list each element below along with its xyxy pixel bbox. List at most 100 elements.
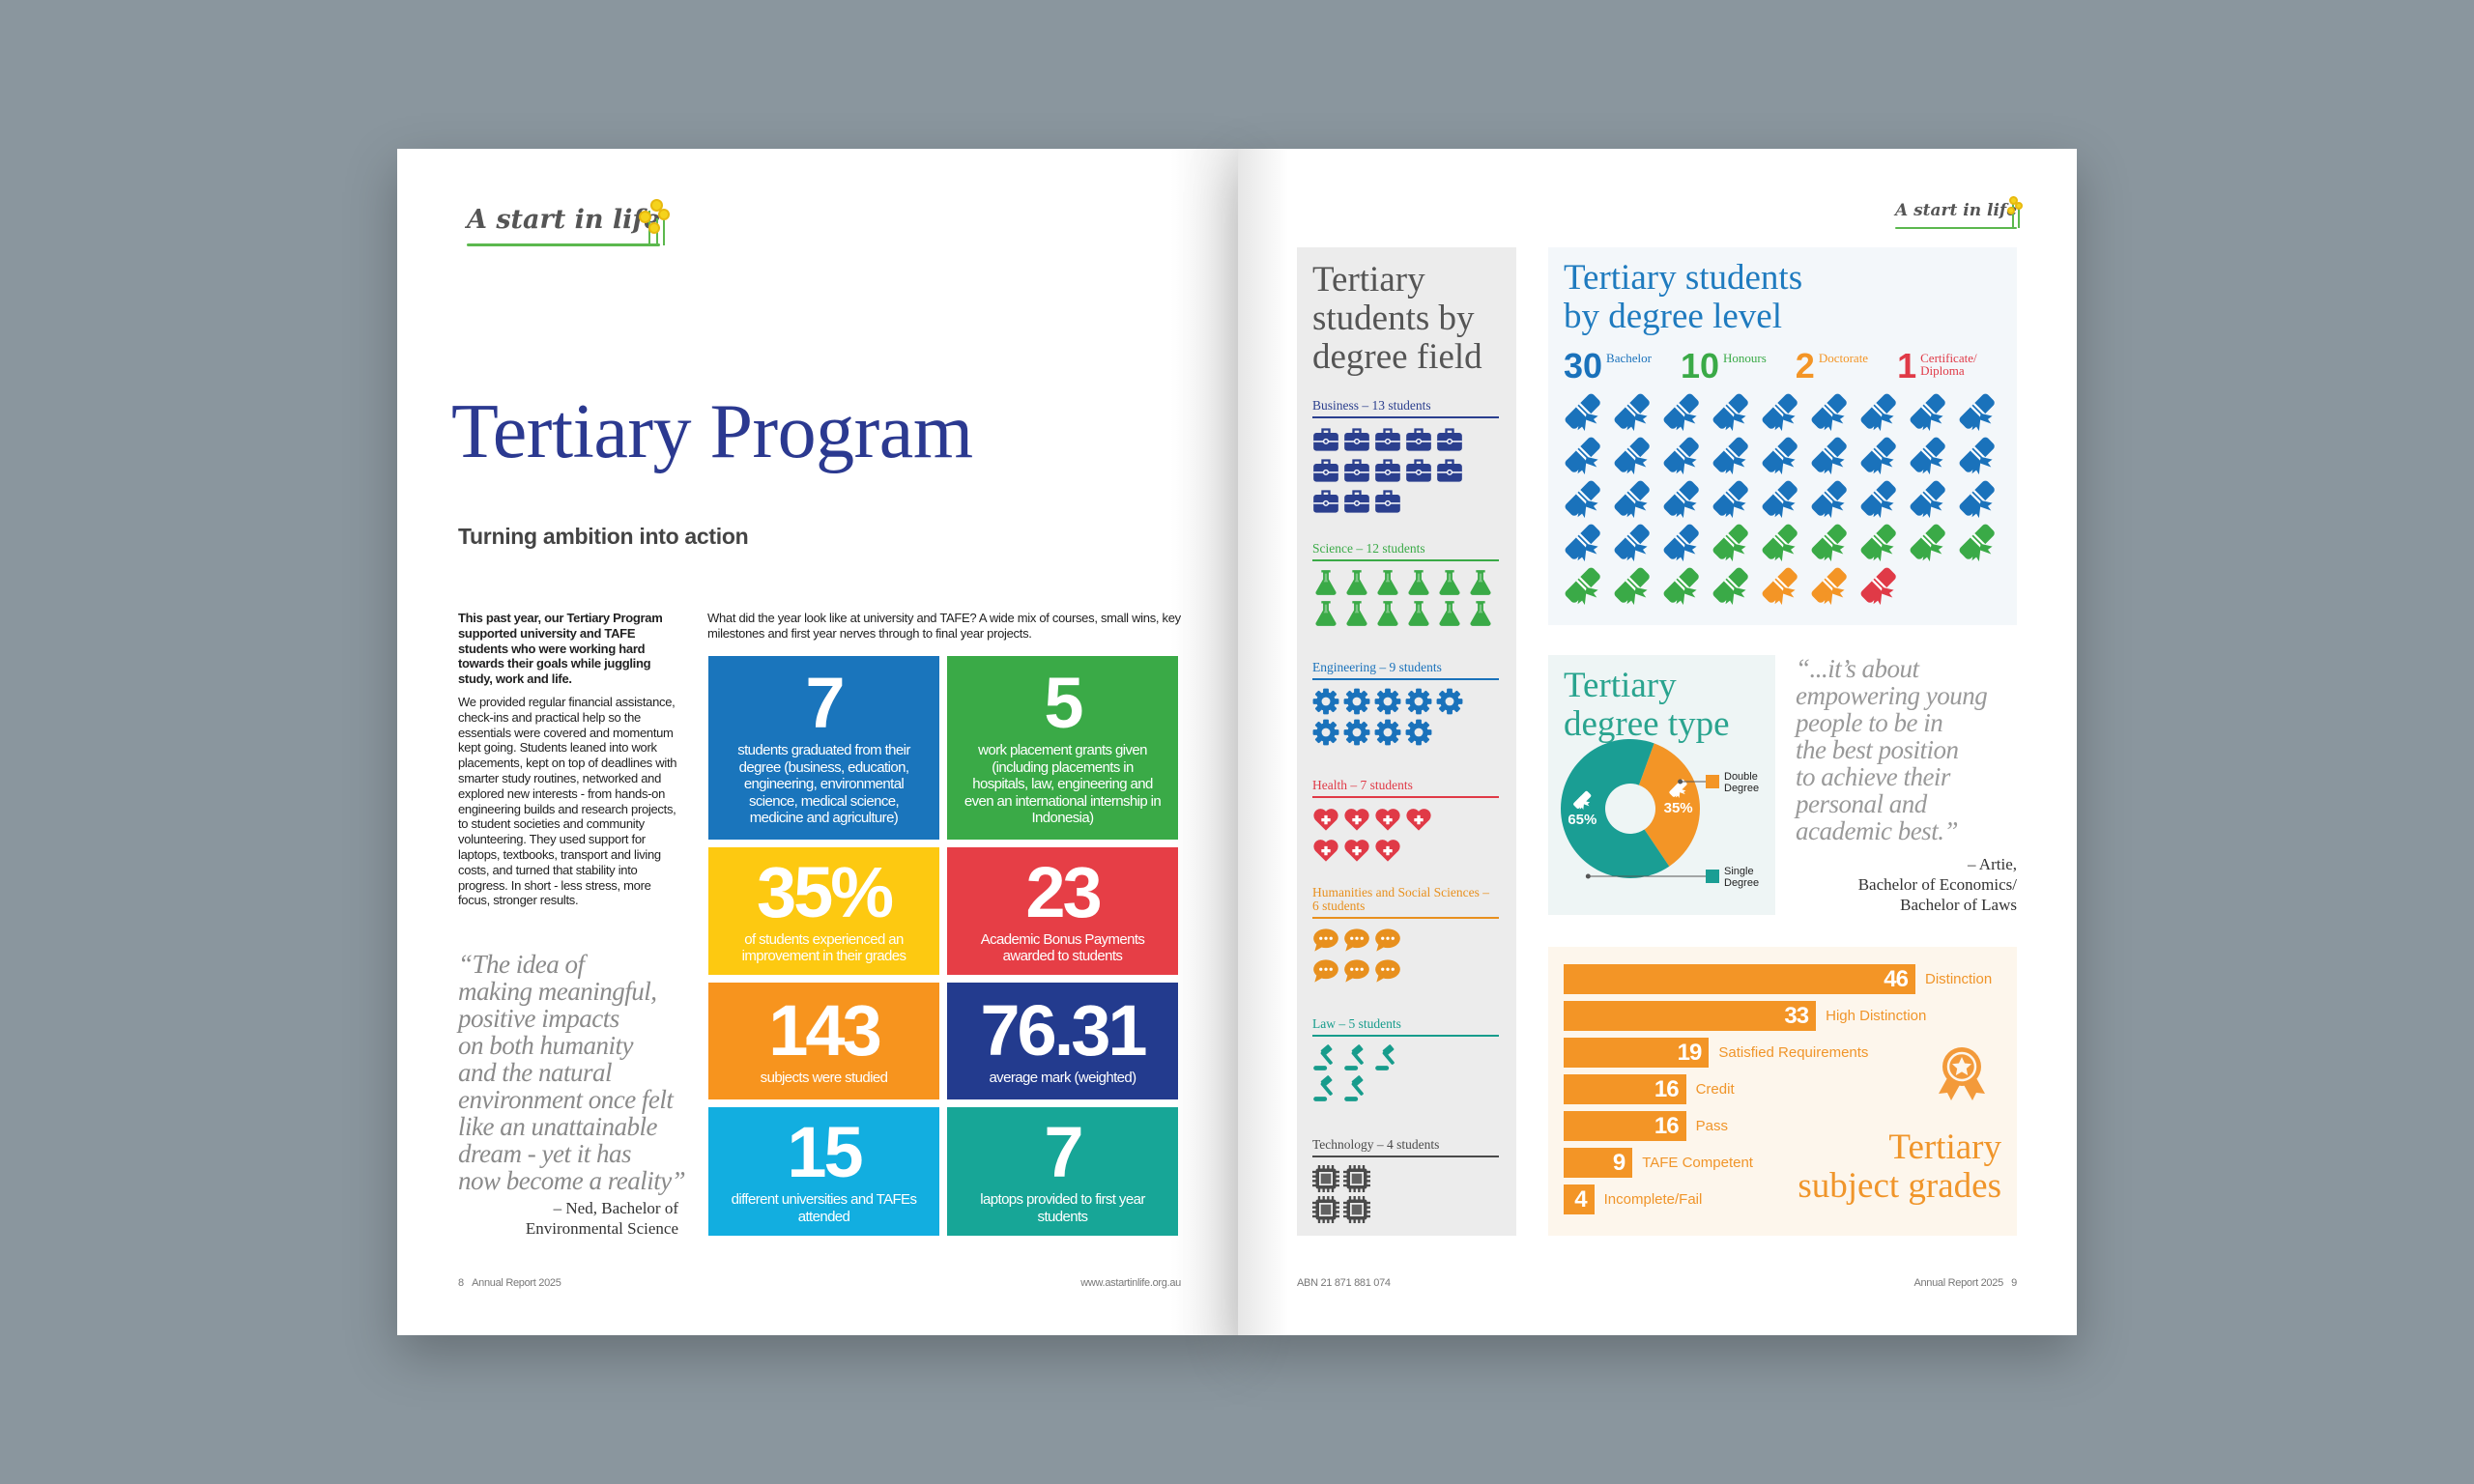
flower-icon xyxy=(650,199,663,212)
stat-value: 35% xyxy=(756,851,894,932)
stat-label: Academic Bonus Payments awarded to stude… xyxy=(980,930,1145,965)
diploma-icon xyxy=(1759,521,1801,563)
gear-icon xyxy=(1374,688,1401,715)
degree-type-panel: Tertiary degree type 35% Double Degree 65% S… xyxy=(1548,655,1775,915)
degree-field-title: Tertiary students by degree field xyxy=(1312,260,1482,377)
field-icons xyxy=(1312,426,1467,515)
page-title: Tertiary Program xyxy=(451,389,973,474)
grade-bar: 16 xyxy=(1564,1074,1686,1104)
heart-icon xyxy=(1312,837,1339,864)
flask-icon xyxy=(1405,600,1432,627)
degree-field-panel: Tertiary students by degree field Busine… xyxy=(1297,247,1516,1236)
degree-field-label: Science – 12 students xyxy=(1312,542,1499,561)
diploma-icon xyxy=(1907,477,1949,520)
heart-icon xyxy=(1374,806,1401,833)
bubble-icon xyxy=(1343,927,1370,954)
flower-icon xyxy=(648,222,660,234)
heart-icon xyxy=(1405,806,1432,833)
stat-tile: 15 different universities and TAFEs atten… xyxy=(708,1107,939,1236)
diploma-icon xyxy=(1956,390,1999,433)
grade-row: 16 Credit xyxy=(1564,1074,1992,1104)
briefcase-icon xyxy=(1436,457,1463,484)
diploma-icon xyxy=(1808,477,1851,520)
field-icons xyxy=(1312,688,1467,746)
grade-bar: 9 xyxy=(1564,1148,1633,1178)
diploma-icon xyxy=(1660,521,1703,563)
grade-row: 9 TAFE Competent xyxy=(1564,1148,1992,1178)
degree-field-briefcase: Business – 13 students xyxy=(1312,399,1499,515)
grade-label: TAFE Competent xyxy=(1642,1155,1753,1171)
right-page: A start in life Tertiary students by deg… xyxy=(1238,149,2077,1335)
diploma-icon xyxy=(1611,521,1654,563)
diploma-icon xyxy=(1857,564,1900,607)
degree-field-gavel: Law – 5 students xyxy=(1312,1017,1499,1102)
stat-tile: 76.31 average mark (weighted) xyxy=(947,983,1178,1099)
gear-icon xyxy=(1374,719,1401,746)
degree-field-label: Law – 5 students xyxy=(1312,1017,1499,1037)
gear-icon xyxy=(1405,688,1432,715)
logo-text: A start in life xyxy=(1895,201,2018,220)
stat-tile: 7 laptops provided to first year students xyxy=(947,1107,1178,1236)
briefcase-icon xyxy=(1312,488,1339,515)
flask-icon xyxy=(1374,569,1401,596)
briefcase-icon xyxy=(1343,457,1370,484)
flask-icon xyxy=(1436,600,1463,627)
diploma-icon xyxy=(1562,477,1604,520)
degree-field-label: Business – 13 students xyxy=(1312,399,1499,418)
logo-grass xyxy=(467,243,661,246)
degree-field-heart: Health – 7 students xyxy=(1312,779,1499,864)
right-pull-quote: “...it’s about empowering young people t… xyxy=(1796,654,1988,845)
field-icons xyxy=(1312,927,1405,985)
diploma-icon xyxy=(1956,434,1999,476)
footer-report: Annual Report 2025 xyxy=(1913,1277,2003,1289)
field-icons xyxy=(1312,1165,1374,1223)
diploma-icon xyxy=(1710,477,1752,520)
heart-icon xyxy=(1343,806,1370,833)
footer-abn: ABN 21 871 881 074 xyxy=(1297,1277,1391,1289)
degree-level-title: Tertiary students by degree level xyxy=(1564,258,1803,336)
stat-value: 7 xyxy=(1044,1112,1083,1192)
legend-label: Degree xyxy=(1724,783,1759,794)
diploma-icon xyxy=(1562,434,1604,476)
diploma-icon xyxy=(1857,390,1900,433)
legend-item: 1 Certificate/ Diploma xyxy=(1897,349,1977,384)
flask-icon xyxy=(1467,569,1494,596)
degree-level-legend: 30 Bachelor 10 Honours 2 Doctorate 1 Certificat… xyxy=(1564,349,1977,384)
chip-icon xyxy=(1312,1165,1339,1192)
chip-icon xyxy=(1343,1196,1370,1223)
gear-icon xyxy=(1312,719,1339,746)
gavel-icon xyxy=(1374,1044,1401,1071)
legend-item: 10 Honours xyxy=(1681,349,1767,384)
flower-icon xyxy=(2015,202,2023,210)
diploma-icon xyxy=(1808,390,1851,433)
briefcase-icon xyxy=(1312,457,1339,484)
grade-row: 16 Pass xyxy=(1564,1111,1992,1141)
field-icons xyxy=(1312,1044,1405,1102)
stat-tile: 35% of students experienced an improvemen… xyxy=(708,847,939,975)
heart-icon xyxy=(1374,837,1401,864)
bubble-icon xyxy=(1312,927,1339,954)
grade-label: Distinction xyxy=(1925,971,1993,987)
degree-field-label: Engineering – 9 students xyxy=(1312,661,1499,680)
grade-label: Incomplete/Fail xyxy=(1603,1191,1703,1208)
grade-row: 46 Distinction xyxy=(1564,964,1992,994)
diploma-icon xyxy=(1710,564,1752,607)
stat-value: 15 xyxy=(787,1112,863,1192)
grade-bar: 16 xyxy=(1564,1111,1686,1141)
diploma-icon xyxy=(1759,434,1801,476)
footer-report: Annual Report 2025 xyxy=(472,1277,561,1289)
footer-url[interactable]: www.astartinlife.org.au xyxy=(1080,1277,1181,1289)
gavel-icon xyxy=(1312,1044,1339,1071)
grade-row: 19 Satisfied Requirements xyxy=(1564,1038,1992,1068)
stat-value: 23 xyxy=(1025,851,1102,932)
flask-icon xyxy=(1343,600,1370,627)
diploma-icon xyxy=(1808,521,1851,563)
degree-field-chip: Technology – 4 students xyxy=(1312,1138,1499,1223)
diploma-icon xyxy=(1907,521,1949,563)
gavel-icon xyxy=(1312,1075,1339,1102)
diploma-icon xyxy=(1562,564,1604,607)
logo: A start in life xyxy=(1895,196,2023,229)
diploma-icon xyxy=(1956,521,1999,563)
diploma-icon xyxy=(1562,521,1604,563)
legend-item: 30 Bachelor xyxy=(1564,349,1652,384)
